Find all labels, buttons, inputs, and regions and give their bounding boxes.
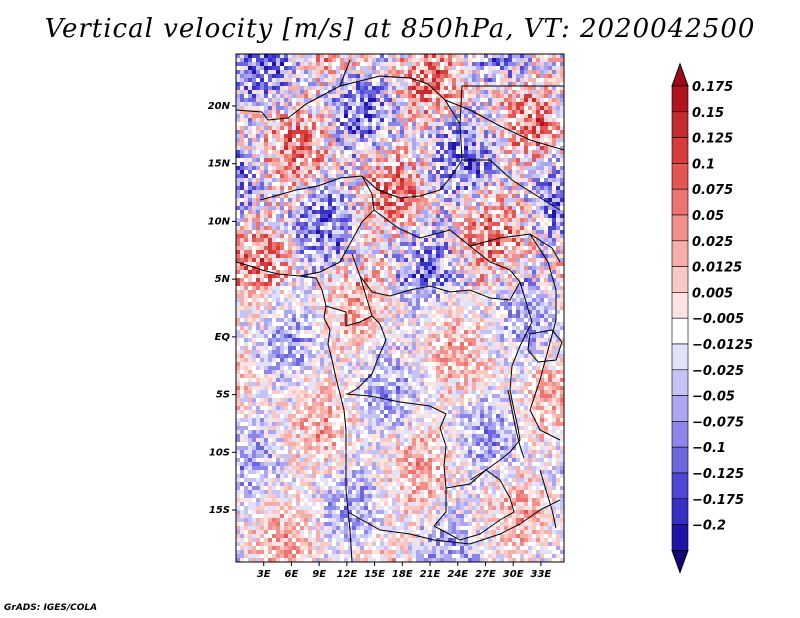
colorbar-swatch [671,498,689,525]
colorbar-level-label: 0.175 [692,80,733,95]
colorbar-level-label: 0.15 [692,106,724,121]
colorbar-swatch [671,343,689,371]
border-sudan [462,159,561,211]
colorbar-swatch [671,163,689,190]
lake-malawi [539,469,557,529]
colorbar-swatch [671,524,689,551]
lon-tick-label: 12E [336,569,357,580]
border-namibia [347,499,561,545]
colorbar-level-label: 0.075 [692,183,733,198]
colorbar-level-label: 0.05 [692,209,724,224]
border-zambia [433,469,515,541]
border-libya-chad [444,99,564,151]
colorbar: 0.175 0.15 0.125 0.1 0.075 0.05 0.025 0.0125 0.0… [671,62,753,574]
colorbar-level-label: −0.1 [692,441,726,456]
colorbar-swatch [671,137,689,164]
colorbar-swatch [671,85,689,113]
colorbar-swatch [671,472,689,500]
colorbar-swatch [671,111,689,138]
lat-tick-label: 10S [209,447,230,458]
colorbar-level-label: 0.025 [692,235,733,250]
border-nigeria [259,175,375,277]
latitude-axis: 20N 15N 10N 5N EQ 5S 10S 15S [208,101,236,516]
lake-tanganyika [507,389,525,459]
colorbar-level-label: −0.125 [692,467,744,482]
border-east-africa [529,233,561,441]
colorbar-top-cap [671,62,689,87]
colorbar-swatch [671,214,689,242]
lon-tick-label: 3E [257,569,271,580]
colorbar-swatch [671,188,689,216]
colorbar-swatch [671,240,689,267]
longitude-axis: 3E 6E 9E 12E 15E 18E 21E 24E 27E 30E 33E [257,562,552,580]
lon-tick-label: 30E [503,569,524,580]
lon-tick-label: 21E [420,569,441,580]
colorbar-level-label: −0.2 [692,519,726,534]
colorbar-swatch [671,317,689,345]
colorbar-swatch [671,369,689,396]
footer-credit: GrADS: IGES/COLA [4,603,98,613]
lon-tick-label: 6E [285,569,299,580]
colorbar-swatch [671,395,689,422]
colorbar-level-label: −0.0125 [692,338,753,353]
lat-tick-label: 5N [215,274,231,285]
coastline-west-africa [236,261,353,562]
colorbar-level-label: −0.175 [692,493,744,508]
colorbar-swatch [671,292,689,319]
border-drc-east [469,281,533,481]
lon-tick-label: 27E [475,569,496,580]
lon-tick-label: 15E [364,569,385,580]
lon-tick-label: 24E [447,569,468,580]
colorbar-swatch [671,446,689,474]
map-frame [235,53,565,563]
border-egypt [459,85,564,125]
colorbar-level-label: −0.025 [692,364,744,379]
lon-tick-label: 9E [312,569,326,580]
colorbar-level-label: −0.005 [692,312,744,327]
colorbar-level-label: 0.0125 [692,261,742,276]
border-angola [345,393,447,527]
chart-title: Vertical velocity [m/s] at 850hPa, VT: 2… [44,14,756,44]
velocity-field [236,54,564,562]
lat-tick-label: 15N [208,159,231,170]
colorbar-swatch [671,266,689,293]
border-congo [347,275,387,395]
lake-victoria [527,329,563,363]
lat-tick-label: 10N [208,216,231,227]
colorbar-swatch [671,421,689,448]
colorbar-level-label: 0.125 [692,132,733,147]
colorbar-bottom-cap [671,549,689,574]
country-borders [236,59,564,562]
colorbar-level-label: 0.1 [692,157,715,172]
colorbar-level-label: −0.075 [692,415,744,430]
lon-tick-label: 18E [392,569,413,580]
lat-tick-label: EQ [215,332,231,343]
lat-tick-label: 15S [209,505,230,516]
border-gabon [325,305,373,327]
colorbar-level-label: −0.05 [692,390,735,405]
lat-tick-label: 5S [216,390,230,401]
border-car [351,209,521,301]
lon-tick-label: 33E [531,569,552,580]
lat-tick-label: 20N [208,101,231,112]
colorbar-level-label: 0.005 [692,286,733,301]
